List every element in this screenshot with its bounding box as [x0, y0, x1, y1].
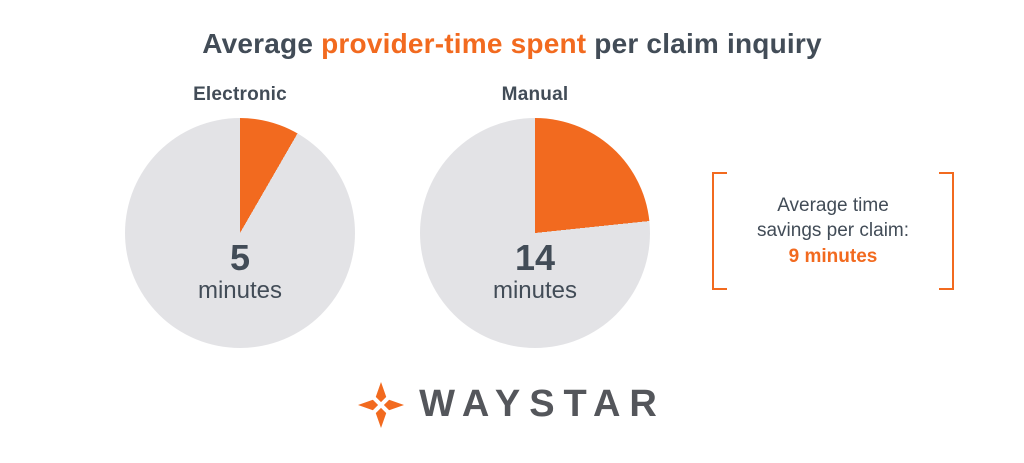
savings-callout: Average time savings per claim: 9 minute… — [712, 172, 954, 290]
waystar-star-icon — [358, 382, 405, 428]
page-title: Average provider-time spent per claim in… — [0, 28, 1024, 60]
pie-value-manual: 14 — [514, 236, 556, 278]
title-prefix: Average — [202, 28, 322, 59]
waystar-wordmark: WAYSTAR — [419, 383, 666, 425]
bracket-right-icon — [939, 172, 954, 290]
pie-unit-manual: minutes — [492, 277, 578, 305]
savings-line-1: Average time — [777, 195, 889, 217]
pie-group-manual: Manual 14 minutes — [420, 84, 650, 348]
pie-value-electronic: 5 — [229, 236, 251, 278]
pie-center-text-manual: 14 minutes — [420, 236, 650, 307]
pie-unit-electronic: minutes — [197, 277, 283, 305]
title-suffix: per claim inquiry — [586, 28, 822, 59]
pie-center-text-electronic: 5 minutes — [125, 236, 355, 307]
bracket-left-icon — [712, 172, 727, 290]
pie-chart-electronic: 5 minutes — [125, 118, 355, 348]
savings-line-2: savings per claim: — [756, 220, 910, 242]
pie-chart-manual: 14 minutes — [420, 118, 650, 348]
savings-callout-text: Average time savings per claim: 9 minute… — [727, 172, 939, 290]
pie-label-electronic: Electronic — [193, 84, 287, 105]
pie-group-electronic: Electronic 5 minutes — [125, 84, 355, 348]
waystar-logo: WAYSTAR — [0, 382, 1024, 428]
title-highlight: provider-time spent — [321, 28, 587, 59]
pie-label-manual: Manual — [501, 84, 569, 105]
savings-highlight: 9 minutes — [788, 245, 878, 267]
